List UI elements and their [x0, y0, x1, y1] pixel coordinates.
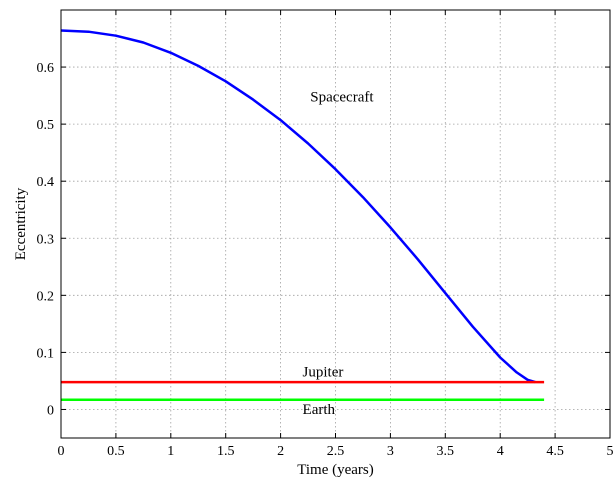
series-layer [60, 29, 545, 402]
series-line-spacecraft [60, 29, 536, 384]
y-tick-label: 0 [47, 403, 54, 418]
annotation-spacecraft: Spacecraft [310, 89, 374, 105]
x-tick-label: 4 [497, 444, 504, 459]
x-tick-label: 2.5 [327, 444, 345, 459]
x-tick-label: 1.5 [217, 444, 235, 459]
grid [61, 10, 610, 438]
x-tick-label: 4.5 [546, 444, 564, 459]
y-tick-label: 0.1 [37, 346, 55, 361]
x-tick-label: 1 [167, 444, 174, 459]
y-tick-label: 0.2 [37, 289, 55, 304]
x-tick-label: 3 [387, 444, 394, 459]
y-tick-label: 0.5 [37, 118, 55, 133]
x-axis-label: Time (years) [297, 462, 374, 478]
annotation-earth: Earth [303, 402, 336, 418]
x-tick-label: 0 [58, 444, 65, 459]
x-tick-label: 0.5 [107, 444, 125, 459]
annotation-jupiter: Jupiter [303, 364, 344, 380]
annotations: Spacecraft Jupiter Earth [303, 89, 375, 418]
x-tick-label: 2 [277, 444, 284, 459]
ticks: 0 0.5 1 1.5 2 2.5 3 3.5 4 4.5 5 0 0.1 0.2 0.3 0.4 0.5 0.6 [37, 10, 614, 459]
y-axis-label: Eccentricity [13, 187, 29, 260]
x-tick-label: 3.5 [437, 444, 455, 459]
y-tick-label: 0.4 [37, 175, 55, 190]
x-tick-label: 5 [607, 444, 614, 459]
y-tick-label: 0.6 [37, 61, 55, 76]
y-tick-label: 0.3 [37, 232, 55, 247]
